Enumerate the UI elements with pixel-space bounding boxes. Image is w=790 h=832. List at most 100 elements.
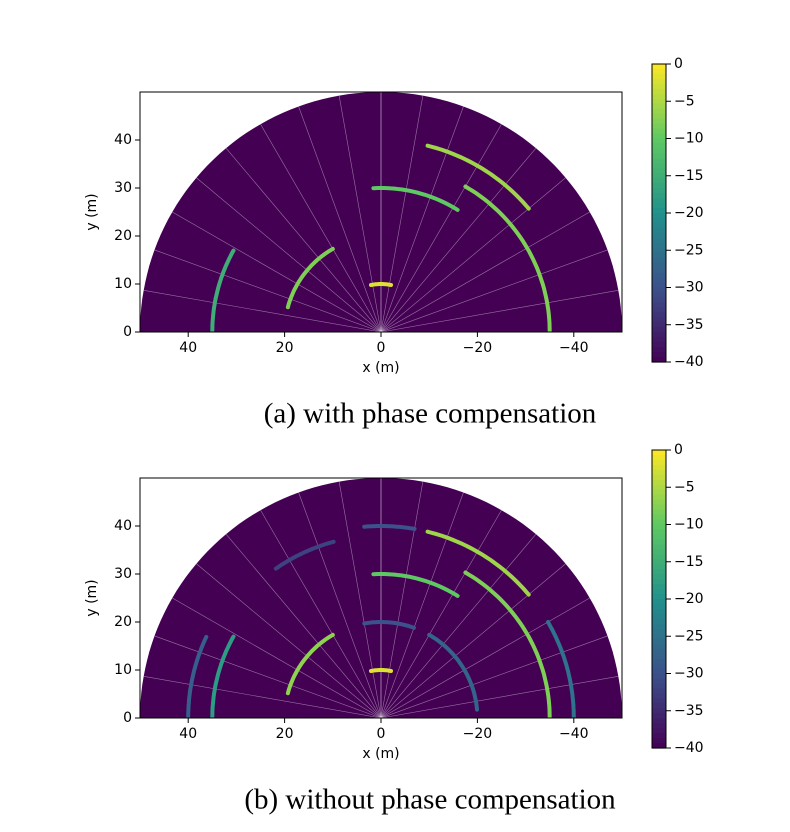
echo-arc	[210, 248, 236, 332]
colorbar-band	[652, 282, 666, 289]
angle-spoke	[380, 290, 619, 332]
colorbar-tick-label: −30	[674, 280, 704, 296]
angle-spoke	[260, 124, 382, 332]
angle-spoke	[143, 290, 382, 332]
colorbar-band	[652, 623, 666, 630]
colorbar-tick-label: −5	[674, 93, 695, 109]
x-tick-label: 20	[276, 340, 294, 356]
colorbar-band	[652, 489, 666, 496]
colorbar-band	[652, 208, 666, 214]
y-axis-label: y (m)	[84, 579, 100, 616]
echo-arc	[463, 570, 552, 718]
x-tick-label: −20	[463, 726, 493, 742]
colorbar-band	[652, 509, 666, 516]
colorbar-tick-label: −25	[674, 628, 704, 644]
y-tick-label: 40	[114, 132, 132, 148]
colorbar-band	[652, 718, 666, 724]
colorbar-tick-label: −15	[674, 554, 704, 570]
colorbar-band	[652, 633, 666, 640]
colorbar-band	[652, 663, 666, 670]
colorbar-tick-label: −40	[674, 354, 704, 370]
colorbar-band	[652, 708, 666, 714]
colorbar-band	[652, 738, 666, 744]
colorbar-band	[652, 98, 666, 105]
y-tick-label: 30	[114, 180, 132, 196]
colorbar-band	[652, 723, 666, 729]
colorbar-tick-label: −20	[674, 591, 704, 607]
colorbar-band	[652, 479, 666, 486]
plot-area	[140, 92, 622, 332]
colorbar-band	[652, 327, 666, 333]
colorbar-band	[652, 128, 666, 135]
angle-spoke	[380, 635, 608, 718]
colorbar-band	[652, 312, 666, 318]
colorbar-band	[652, 454, 666, 461]
colorbar-band	[652, 638, 666, 645]
colorbar-band	[652, 78, 666, 85]
x-tick-label: 40	[179, 726, 197, 742]
colorbar-band	[652, 534, 666, 540]
colorbar-band	[652, 168, 666, 174]
angle-spoke	[380, 676, 619, 718]
colorbar-band	[652, 118, 666, 125]
colorbar-tick-label: −40	[674, 740, 704, 756]
colorbar-band	[652, 743, 666, 749]
colorbar-band	[652, 108, 666, 115]
angle-spoke	[380, 563, 566, 718]
colorbar-tick-label: −20	[674, 205, 704, 221]
colorbar-band	[652, 73, 666, 80]
colorbar-band	[652, 113, 666, 120]
angle-spoke	[172, 597, 382, 718]
colorbar-band	[652, 213, 666, 219]
echo-arc	[425, 143, 531, 211]
colorbar-band	[652, 519, 666, 526]
colorbar-band	[652, 464, 666, 471]
colorbar-band	[652, 584, 666, 590]
colorbar-tick-label: −30	[674, 666, 704, 682]
colorbar-band	[652, 693, 666, 699]
x-tick-label: 20	[276, 726, 294, 742]
angle-spoke	[380, 533, 537, 718]
colorbar-band	[652, 653, 666, 660]
angle-spoke	[298, 106, 382, 332]
colorbar-band	[652, 163, 666, 169]
angle-spoke	[196, 177, 382, 332]
colorbar-band	[652, 133, 666, 140]
echo-arc	[425, 529, 531, 597]
angle-spoke	[338, 481, 382, 718]
colorbar-band	[652, 658, 666, 665]
colorbar-band	[652, 193, 666, 199]
colorbar-band	[652, 83, 666, 90]
angle-spoke	[380, 147, 537, 332]
angle-spoke	[380, 106, 464, 332]
y-axis-label: y (m)	[84, 193, 100, 230]
colorbar-band	[652, 222, 666, 229]
colorbar-band	[652, 599, 666, 605]
colorbar-tick-label: −35	[674, 317, 704, 333]
colorbar-tick-label: −35	[674, 703, 704, 719]
colorbar-band	[652, 158, 666, 164]
colorbar-band	[652, 608, 666, 615]
colorbar-band	[652, 322, 666, 328]
caption: (b) without phase compensation	[244, 784, 616, 816]
colorbar-band	[652, 337, 666, 343]
colorbar-band	[652, 469, 666, 476]
range-background	[140, 92, 622, 332]
colorbar-tick-label: −15	[674, 168, 704, 184]
colorbar-band	[652, 494, 666, 501]
colorbar-band	[652, 297, 666, 303]
colorbar-band	[652, 603, 666, 610]
y-tick-label: 30	[114, 566, 132, 582]
y-tick-label: 20	[114, 614, 132, 630]
y-tick-label: 10	[114, 276, 132, 292]
colorbar-band	[652, 564, 666, 570]
colorbar-band	[652, 357, 666, 363]
colorbar-band	[652, 549, 666, 555]
angle-spoke	[260, 510, 382, 718]
echo-arc	[463, 184, 552, 332]
colorbar-band	[652, 698, 666, 704]
y-tick-label: 20	[114, 228, 132, 244]
colorbar-band	[652, 673, 666, 680]
colorbar-band	[652, 277, 666, 284]
